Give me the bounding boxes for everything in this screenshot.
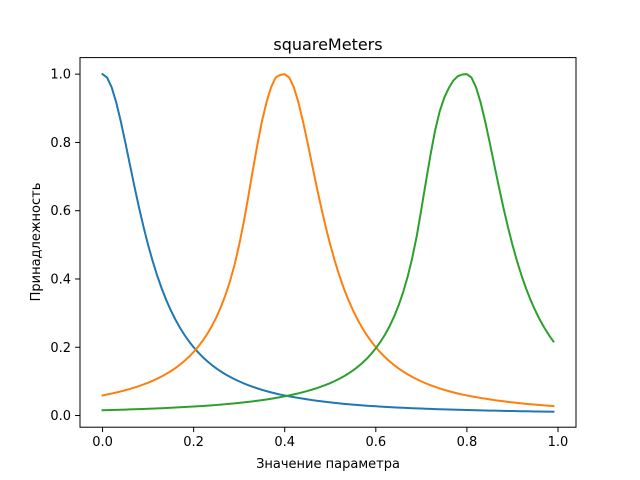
y-tick-label: 0.8 bbox=[50, 136, 71, 151]
series-line-3 bbox=[101, 73, 555, 412]
x-axis-label: Значение параметра bbox=[256, 457, 400, 472]
x-tick-label: 0.2 bbox=[183, 435, 204, 450]
plot-frame bbox=[79, 57, 577, 428]
series-layer bbox=[101, 72, 555, 413]
series-line-1 bbox=[101, 72, 555, 413]
x-tick-label: 1.0 bbox=[548, 435, 569, 450]
y-axis-label: Принадлежность bbox=[29, 183, 44, 302]
y-tick-label: 1.0 bbox=[50, 68, 71, 83]
ticks-layer: 0.0 0.2 0.4 0.6 0.8 1.0 0.0 0.2 0.4 0.6 0.8 1.0 bbox=[50, 68, 568, 451]
x-tick-label: 0.6 bbox=[365, 435, 386, 450]
chart-title: squareMeters bbox=[273, 35, 382, 54]
x-tick-label: 0.0 bbox=[92, 435, 113, 450]
x-tick-label: 0.8 bbox=[457, 435, 478, 450]
y-tick-label: 0.6 bbox=[50, 204, 71, 219]
y-tick-label: 0.4 bbox=[50, 272, 71, 287]
x-tick-label: 0.4 bbox=[274, 435, 295, 450]
y-tick-label: 0.2 bbox=[50, 341, 71, 356]
y-tick-label: 0.0 bbox=[50, 409, 71, 424]
series-line-2 bbox=[101, 73, 555, 408]
